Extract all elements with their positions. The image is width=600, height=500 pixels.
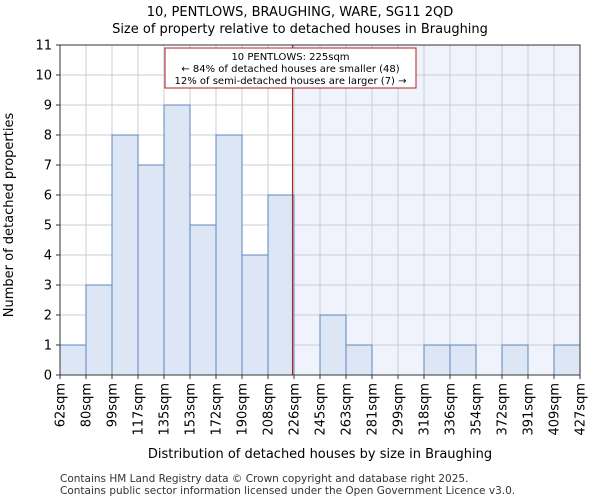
- y-tick-label: 11: [35, 39, 52, 54]
- y-ticks: 0 1 2 3 4 5 6 7 8 9 10 11: [35, 39, 60, 384]
- x-axis-label: Distribution of detached houses by size …: [148, 447, 492, 462]
- y-tick-label: 4: [44, 249, 52, 264]
- bar-318sqm: [423, 344, 451, 376]
- bar-117sqm: [137, 164, 165, 376]
- x-tick-label: 80sqm: [80, 383, 95, 427]
- x-tick-label: 391sqm: [522, 383, 537, 436]
- x-tick-label: 172sqm: [210, 383, 225, 436]
- footer-line-1: Contains HM Land Registry data © Crown c…: [60, 473, 468, 485]
- bar-135sqm: [163, 104, 191, 376]
- bar-190sqm: [241, 254, 269, 376]
- x-tick-label: 372sqm: [496, 383, 511, 436]
- x-tick-label: 354sqm: [470, 383, 485, 436]
- chart-title: 10, PENTLOWS, BRAUGHING, WARE, SG11 2QD: [147, 5, 454, 20]
- x-tick-label: 117sqm: [132, 383, 147, 436]
- x-tick-label: 153sqm: [184, 383, 199, 436]
- y-tick-label: 10: [35, 69, 52, 84]
- x-tick-label: 409sqm: [548, 383, 563, 436]
- y-tick-label: 7: [44, 159, 52, 174]
- annotation-line-1: 10 PENTLOWS: 225sqm: [231, 52, 349, 63]
- y-tick-label: 5: [44, 219, 52, 234]
- x-tick-label: 99sqm: [106, 383, 121, 427]
- footer-line-2: Contains public sector information licen…: [60, 485, 515, 497]
- bar-245sqm: [319, 314, 347, 376]
- x-tick-label: 281sqm: [366, 383, 381, 436]
- bar-336sqm: [449, 344, 477, 376]
- x-tick-label: 336sqm: [444, 383, 459, 436]
- x-tick-label: 245sqm: [314, 383, 329, 436]
- y-tick-label: 8: [44, 129, 52, 144]
- y-tick-label: 9: [44, 99, 52, 114]
- annotation-box: 10 PENTLOWS: 225sqm ← 84% of detached ho…: [164, 47, 417, 89]
- y-axis-label: Number of detached properties: [2, 113, 17, 318]
- x-tick-label: 226sqm: [288, 383, 303, 436]
- bar-263sqm: [345, 344, 373, 376]
- annotation-line-3: 12% of semi-detached houses are larger (…: [174, 76, 406, 87]
- bar-153sqm: [189, 224, 217, 376]
- x-tick-label: 299sqm: [392, 383, 407, 436]
- y-tick-label: 3: [44, 279, 52, 294]
- x-tick-label: 190sqm: [236, 383, 251, 436]
- x-tick-label: 263sqm: [340, 383, 355, 436]
- x-tick-label: 318sqm: [418, 383, 433, 436]
- bar-62sqm: [59, 344, 87, 376]
- bar-409sqm: [553, 344, 581, 376]
- bar-80sqm: [85, 284, 113, 376]
- annotation-line-2: ← 84% of detached houses are smaller (48…: [181, 64, 399, 75]
- x-tick-label: 135sqm: [158, 383, 173, 436]
- bar-172sqm: [215, 134, 243, 376]
- y-tick-label: 6: [44, 189, 52, 204]
- bars: [59, 104, 581, 376]
- y-tick-label: 1: [44, 339, 52, 354]
- x-tick-label: 208sqm: [262, 383, 277, 436]
- bar-99sqm: [111, 134, 139, 376]
- x-ticks: 62sqm 80sqm 99sqm 117sqm 135sqm 153sqm 172sqm 1…: [54, 375, 589, 436]
- bar-372sqm: [501, 344, 529, 376]
- bar-208sqm: [267, 194, 295, 376]
- chart-subtitle: Size of property relative to detached ho…: [112, 22, 488, 37]
- x-tick-label: 427sqm: [574, 383, 589, 436]
- y-tick-label: 0: [44, 369, 52, 384]
- annotation-frame: [164, 47, 417, 89]
- x-tick-label: 62sqm: [54, 383, 69, 427]
- y-tick-label: 2: [44, 309, 52, 324]
